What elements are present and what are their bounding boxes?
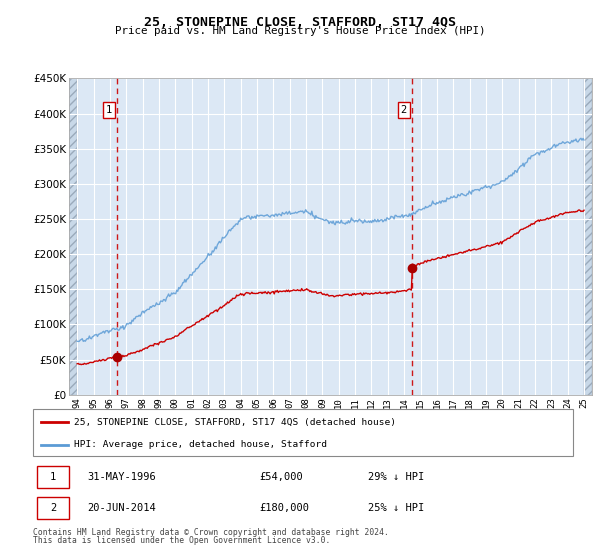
- Text: Contains HM Land Registry data © Crown copyright and database right 2024.: Contains HM Land Registry data © Crown c…: [33, 528, 389, 536]
- Polygon shape: [69, 78, 77, 395]
- Text: 25% ↓ HPI: 25% ↓ HPI: [368, 503, 424, 513]
- Text: 20-JUN-2014: 20-JUN-2014: [87, 503, 156, 513]
- Text: 1: 1: [50, 472, 56, 482]
- FancyBboxPatch shape: [37, 466, 68, 488]
- Text: HPI: Average price, detached house, Stafford: HPI: Average price, detached house, Staf…: [74, 440, 326, 449]
- FancyBboxPatch shape: [37, 497, 68, 519]
- Text: 1: 1: [106, 105, 112, 115]
- Text: 25, STONEPINE CLOSE, STAFFORD, ST17 4QS (detached house): 25, STONEPINE CLOSE, STAFFORD, ST17 4QS …: [74, 418, 395, 427]
- Text: £54,000: £54,000: [260, 472, 304, 482]
- Text: £180,000: £180,000: [260, 503, 310, 513]
- Text: 31-MAY-1996: 31-MAY-1996: [87, 472, 156, 482]
- Text: 2: 2: [401, 105, 407, 115]
- Text: 25, STONEPINE CLOSE, STAFFORD, ST17 4QS: 25, STONEPINE CLOSE, STAFFORD, ST17 4QS: [144, 16, 456, 29]
- Polygon shape: [584, 78, 592, 395]
- Text: Price paid vs. HM Land Registry's House Price Index (HPI): Price paid vs. HM Land Registry's House …: [115, 26, 485, 36]
- Text: 2: 2: [50, 503, 56, 513]
- FancyBboxPatch shape: [33, 409, 573, 456]
- Text: This data is licensed under the Open Government Licence v3.0.: This data is licensed under the Open Gov…: [33, 536, 331, 545]
- Text: 29% ↓ HPI: 29% ↓ HPI: [368, 472, 424, 482]
